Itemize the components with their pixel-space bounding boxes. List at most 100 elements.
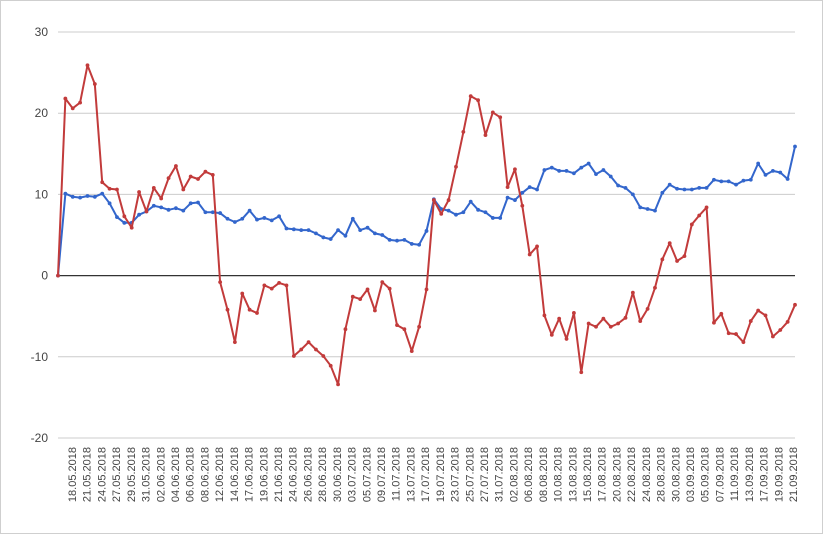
x-tick-label: 15.08.2018 — [582, 447, 594, 502]
data-point — [476, 207, 480, 212]
data-point — [653, 285, 657, 290]
data-point — [387, 237, 392, 242]
data-point — [564, 337, 569, 341]
data-point — [291, 227, 296, 232]
data-point — [689, 187, 694, 192]
data-point — [56, 273, 60, 278]
data-point — [100, 180, 105, 185]
data-point — [697, 186, 702, 190]
data-point — [527, 185, 532, 189]
data-point — [770, 334, 775, 339]
x-tick-label: 13.09.2018 — [744, 447, 756, 502]
x-tick-label: 17.09.2018 — [759, 447, 771, 502]
data-point — [196, 200, 200, 205]
data-point — [454, 164, 458, 169]
x-tick-label: 10.08.2018 — [553, 447, 565, 502]
data-point — [225, 216, 230, 221]
x-tick-label: 22.08.2018 — [626, 447, 638, 502]
x-tick-label: 31.07.2018 — [494, 447, 506, 502]
data-point — [137, 212, 141, 217]
data-point — [247, 208, 252, 213]
data-point — [623, 186, 628, 190]
data-point — [166, 176, 171, 181]
x-tick-label: 31.05.2018 — [141, 447, 153, 502]
data-point — [748, 319, 753, 323]
y-axis-ticks: 30 20 10 0 -10 -20 — [31, 25, 49, 445]
data-point — [328, 237, 333, 241]
data-point — [572, 311, 576, 315]
data-point — [255, 311, 259, 315]
y-tick-label: -20 — [31, 431, 49, 445]
x-tick-label: 03.09.2018 — [685, 447, 697, 502]
data-point — [505, 195, 510, 200]
data-point — [557, 316, 562, 321]
data-point — [468, 94, 473, 99]
data-point — [734, 332, 738, 336]
x-tick-label: 27.05.2018 — [111, 447, 123, 502]
data-point — [682, 254, 687, 259]
data-point — [387, 286, 392, 291]
x-tick-label: 21.09.2018 — [788, 447, 800, 502]
data-point — [284, 226, 289, 231]
data-point — [616, 183, 621, 188]
data-point — [454, 212, 458, 217]
data-point — [277, 281, 281, 285]
data-point — [350, 294, 355, 299]
data-point — [638, 205, 643, 210]
x-tick-label: 27.07.2018 — [479, 447, 491, 502]
data-point — [483, 133, 488, 138]
data-point — [291, 354, 296, 358]
data-point — [365, 225, 370, 230]
data-point — [85, 63, 90, 68]
x-tick-label: 26.06.2018 — [302, 447, 314, 502]
data-point — [557, 168, 562, 173]
data-point — [417, 242, 422, 247]
data-point — [667, 182, 672, 187]
data-point — [196, 177, 200, 181]
x-tick-label: 02.08.2018 — [508, 447, 520, 502]
data-point — [542, 168, 547, 172]
data-point — [572, 171, 576, 176]
data-point — [115, 215, 119, 220]
data-point — [675, 186, 679, 191]
data-point — [704, 186, 709, 190]
data-point — [549, 332, 554, 337]
data-point — [476, 98, 480, 103]
x-tick-label: 30.08.2018 — [670, 447, 682, 502]
data-point — [151, 186, 156, 190]
data-point — [78, 195, 83, 200]
data-point — [770, 168, 775, 173]
x-tick-label: 04.06.2018 — [170, 447, 182, 502]
data-point — [417, 324, 422, 329]
data-point — [579, 165, 584, 170]
data-point — [689, 222, 694, 227]
data-point — [269, 218, 274, 223]
data-point — [623, 315, 628, 320]
x-tick-label: 14.06.2018 — [229, 447, 241, 502]
data-point — [373, 308, 377, 313]
data-point — [151, 203, 156, 208]
data-point — [365, 287, 370, 292]
data-point — [756, 308, 761, 313]
data-point — [218, 280, 223, 284]
x-tick-label: 19.06.2018 — [258, 447, 270, 502]
data-point — [70, 194, 75, 199]
gridlines — [58, 31, 795, 439]
data-point — [210, 173, 215, 177]
data-point — [520, 203, 525, 208]
data-point — [756, 161, 761, 166]
data-point — [262, 283, 267, 288]
data-point — [734, 182, 738, 187]
data-point — [395, 323, 399, 328]
data-point — [601, 168, 606, 172]
data-point — [321, 354, 326, 358]
x-tick-label: 11.07.2018 — [391, 447, 403, 501]
data-point — [181, 187, 186, 192]
data-point — [645, 306, 650, 311]
data-point — [542, 313, 547, 318]
data-point — [85, 194, 90, 198]
data-point — [505, 185, 510, 189]
x-tick-label: 06.08.2018 — [523, 447, 535, 502]
x-tick-label: 03.07.2018 — [347, 447, 359, 502]
data-point — [490, 216, 495, 220]
